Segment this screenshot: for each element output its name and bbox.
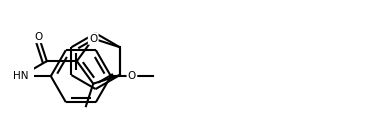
Text: O: O xyxy=(35,32,43,42)
Text: O: O xyxy=(89,34,97,44)
Text: HN: HN xyxy=(13,71,28,81)
Text: O: O xyxy=(128,71,136,81)
